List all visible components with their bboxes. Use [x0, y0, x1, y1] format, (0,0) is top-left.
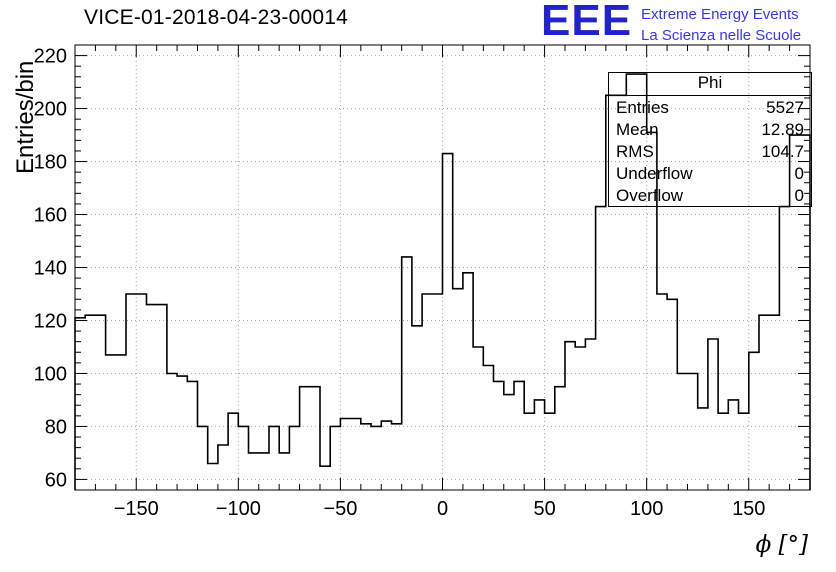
histogram-line	[74, 73, 811, 490]
y-tick-label: 140	[34, 258, 67, 280]
stats-row-entries: Entries 5527	[609, 96, 811, 118]
y-axis-title: Entries/bin	[12, 60, 39, 174]
stats-label: Overflow	[616, 186, 684, 205]
plot-title: VICE-01-2018-04-23-00014	[84, 6, 348, 29]
stats-value: 0	[794, 164, 804, 183]
stats-label: RMS	[616, 142, 654, 161]
stats-row-underflow: Underflow 0	[609, 162, 811, 184]
stats-box: Phi Entries 5527 Mean 12.89 RMS 104.7 Un…	[608, 72, 812, 207]
y-tick-label: 220	[34, 46, 67, 68]
stats-label: Mean	[616, 120, 659, 139]
x-tick-label: −150	[114, 498, 159, 520]
y-tick-label: 160	[34, 205, 67, 227]
stats-value: 12.89	[761, 120, 804, 139]
stats-row-mean: Mean 12.89	[609, 118, 811, 140]
stats-label: Underflow	[616, 164, 693, 183]
stats-label: Entries	[616, 98, 669, 117]
eee-logo-line2: La Scienza nelle Scuole	[641, 27, 802, 44]
eee-logo-text: EEE	[541, 0, 633, 45]
y-tick-label: 80	[45, 416, 67, 438]
x-axis-title: ϕ [°]	[755, 532, 808, 558]
eee-logo-line1: Extreme Energy Events	[641, 6, 799, 23]
stats-value: 104.7	[761, 142, 804, 161]
x-tick-label: −100	[216, 498, 261, 520]
y-tick-label: 180	[34, 152, 67, 174]
x-tick-label: 50	[533, 498, 555, 520]
stats-value: 5527	[766, 98, 804, 117]
stats-row-rms: RMS 104.7	[609, 140, 811, 162]
x-tick-label: 150	[732, 498, 765, 520]
eee-logo: EEE Extreme Energy Events La Scienza nel…	[541, 0, 801, 46]
y-tick-label: 100	[34, 363, 67, 385]
x-tick-label: 0	[437, 498, 448, 520]
eee-logo-subtitle: Extreme Energy Events La Scienza nelle S…	[641, 4, 801, 46]
x-tick-label: 100	[630, 498, 663, 520]
stats-title: Phi	[609, 73, 811, 96]
y-tick-label: 200	[34, 99, 67, 121]
y-tick-label: 60	[45, 469, 67, 491]
stats-row-overflow: Overflow 0	[609, 184, 811, 206]
stats-value: 0	[794, 186, 804, 205]
x-tick-label: −50	[323, 498, 357, 520]
y-tick-label: 120	[34, 310, 67, 332]
